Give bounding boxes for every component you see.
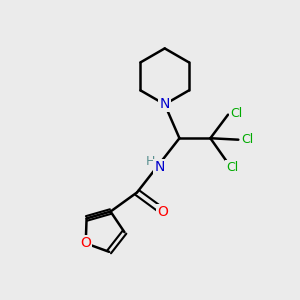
Text: O: O [157,205,168,219]
Text: N: N [160,98,170,111]
Text: N: N [154,160,165,174]
Text: H: H [145,155,155,168]
Text: O: O [80,236,91,250]
Text: Cl: Cl [230,107,242,120]
Text: Cl: Cl [242,133,254,146]
Text: Cl: Cl [226,161,238,174]
